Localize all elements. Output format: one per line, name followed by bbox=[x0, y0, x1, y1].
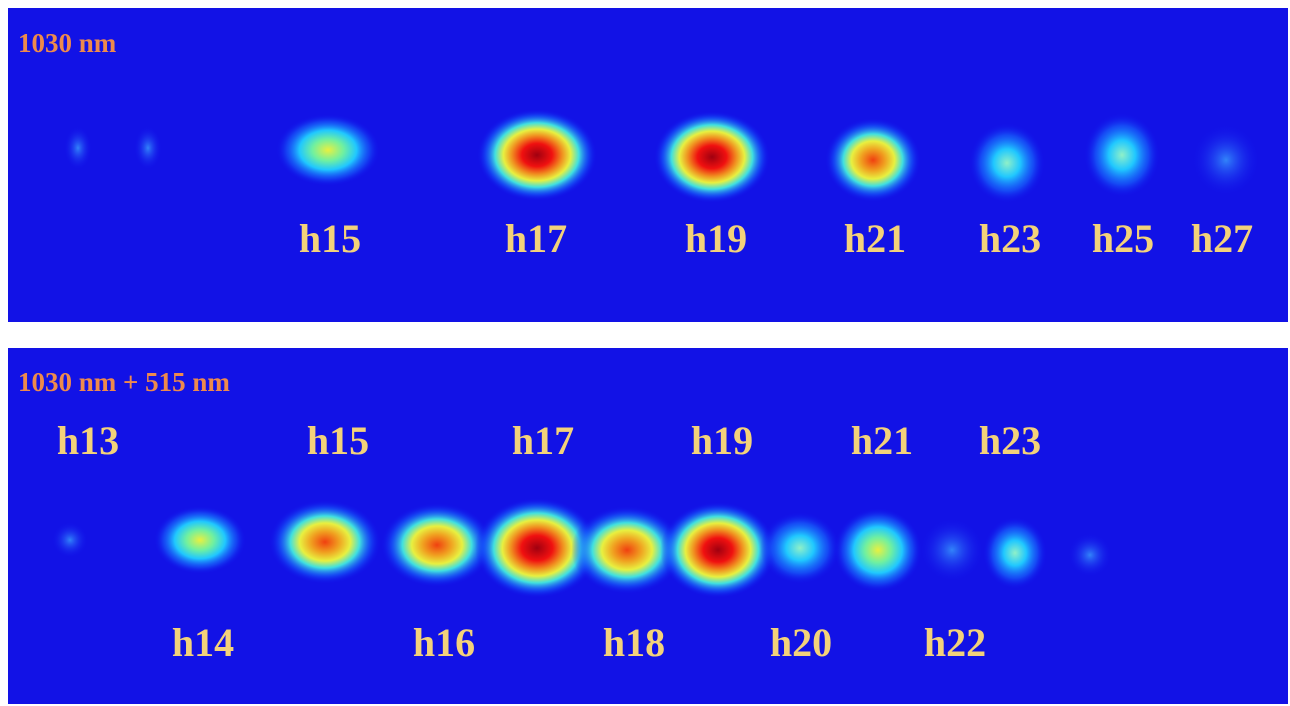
harmonic-spot bbox=[969, 123, 1045, 203]
harmonic-label: h25 bbox=[1092, 216, 1154, 261]
harmonic-label: h19 bbox=[691, 418, 753, 463]
figure: 1030 nm h15 h17 h19 h21 h23 h25 h27 1030 nm + … bbox=[0, 0, 1290, 706]
harmonic-label: h17 bbox=[505, 216, 567, 261]
harmonic-label: h16 bbox=[413, 620, 475, 665]
harmonic-label: h17 bbox=[512, 418, 574, 463]
harmonic-spot bbox=[1084, 113, 1160, 197]
harmonic-spot bbox=[1068, 533, 1112, 577]
harmonic-spot bbox=[1192, 124, 1260, 196]
harmonic-label: h13 bbox=[57, 418, 119, 463]
harmonic-spot bbox=[134, 126, 162, 170]
harmonic-label: h14 bbox=[172, 620, 234, 665]
harmonic-label: h19 bbox=[685, 216, 747, 261]
harmonic-spot bbox=[477, 109, 597, 201]
harmonic-label: h22 bbox=[924, 620, 986, 665]
harmonic-label: h23 bbox=[979, 418, 1041, 463]
harmonic-spot bbox=[660, 502, 776, 598]
harmonic-label: h15 bbox=[299, 216, 361, 261]
harmonic-spot bbox=[920, 518, 984, 582]
harmonic-label: h18 bbox=[603, 620, 665, 665]
harmonic-label: h15 bbox=[307, 418, 369, 463]
harmonic-spot bbox=[760, 512, 840, 584]
harmonic-spot bbox=[825, 118, 921, 202]
harmonic-label: h27 bbox=[1191, 216, 1253, 261]
harmonic-label: h20 bbox=[770, 620, 832, 665]
harmonic-spot bbox=[154, 506, 246, 574]
harmonic-label: h21 bbox=[844, 216, 906, 261]
harmonic-label: h21 bbox=[851, 418, 913, 463]
harmonic-spot bbox=[834, 508, 922, 592]
harmonic-spot bbox=[269, 500, 381, 584]
panel: 1030 nm h15 h17 h19 h21 h23 h25 h27 bbox=[8, 8, 1288, 322]
panel: 1030 nm + 515 nm h13 h15 h17 h19 h21 h23 h14 h1… bbox=[8, 348, 1288, 704]
panel-title: 1030 nm bbox=[18, 28, 117, 58]
harmonic-spot bbox=[64, 126, 92, 170]
panel-title: 1030 nm + 515 nm bbox=[18, 367, 230, 397]
harmonic-spot bbox=[654, 111, 770, 203]
harmonic-label: h23 bbox=[979, 216, 1041, 261]
harmonic-spot bbox=[983, 517, 1047, 589]
harmonic-spot bbox=[276, 114, 380, 186]
harmonic-spot bbox=[52, 522, 88, 558]
